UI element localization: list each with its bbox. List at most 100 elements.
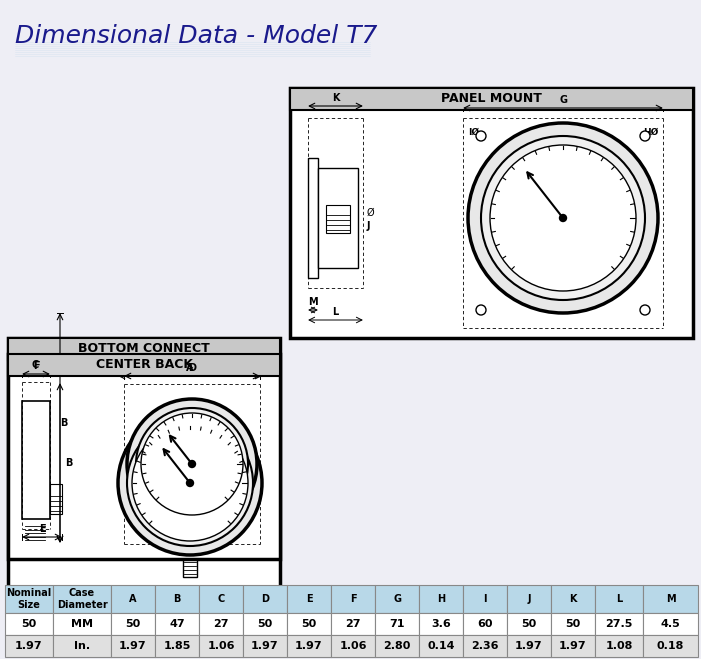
Text: D: D (261, 594, 269, 604)
Text: B: B (173, 594, 181, 604)
Text: I: I (483, 594, 486, 604)
Circle shape (481, 136, 645, 300)
Text: 50: 50 (257, 619, 273, 629)
Text: F: F (350, 594, 356, 604)
Bar (375, 585, 419, 613)
Text: In.: In. (74, 641, 90, 651)
Text: A: A (186, 363, 193, 373)
Circle shape (118, 411, 262, 555)
Text: E: E (306, 594, 313, 604)
Bar (419, 613, 463, 635)
Bar (287, 613, 331, 635)
Bar (5, 635, 53, 657)
Circle shape (127, 420, 253, 546)
Bar (20, 383, 50, 523)
Text: 27.5: 27.5 (605, 619, 633, 629)
Bar (331, 635, 375, 657)
Bar (111, 585, 155, 613)
Bar (551, 613, 595, 635)
Text: 1.85: 1.85 (163, 641, 191, 651)
Text: F: F (33, 361, 39, 371)
Bar (507, 585, 551, 613)
Bar (155, 613, 199, 635)
Bar (243, 635, 287, 657)
Bar (8, 354, 280, 559)
Bar (643, 635, 698, 657)
Bar (8, 338, 280, 588)
Circle shape (189, 461, 196, 467)
Bar (5, 585, 53, 613)
Bar (8, 338, 280, 360)
Text: G: G (393, 594, 401, 604)
Text: 1.97: 1.97 (559, 641, 587, 651)
Text: 71: 71 (389, 619, 404, 629)
Bar (53, 585, 111, 613)
Text: 47: 47 (169, 619, 185, 629)
Text: Nominal
Size: Nominal Size (6, 588, 52, 610)
Circle shape (468, 123, 658, 313)
Bar (595, 585, 643, 613)
Text: C: C (217, 594, 224, 604)
Text: J: J (527, 594, 531, 604)
Text: E: E (39, 524, 46, 534)
Text: M: M (666, 594, 675, 604)
Text: D: D (188, 363, 196, 373)
Text: 0.14: 0.14 (427, 641, 455, 651)
Bar (419, 585, 463, 613)
Text: A: A (129, 594, 137, 604)
Text: 1.97: 1.97 (251, 641, 279, 651)
Bar (463, 585, 507, 613)
Bar (5, 613, 53, 635)
Bar (53, 635, 111, 657)
Bar (199, 585, 243, 613)
Bar (199, 635, 243, 657)
Bar (595, 613, 643, 635)
Text: B: B (65, 458, 72, 468)
Text: 3.6: 3.6 (431, 619, 451, 629)
Bar (595, 635, 643, 657)
Text: 50: 50 (566, 619, 580, 629)
Bar (331, 585, 375, 613)
Text: 1.06: 1.06 (207, 641, 235, 651)
Bar (643, 613, 698, 635)
Bar (326, 205, 350, 233)
Text: K: K (569, 594, 577, 604)
Bar (50, 484, 62, 514)
Bar (308, 158, 318, 278)
Bar (199, 613, 243, 635)
Circle shape (476, 131, 486, 141)
Text: 50: 50 (522, 619, 537, 629)
Bar (290, 88, 693, 110)
Bar (419, 635, 463, 657)
Text: Ø: Ø (367, 208, 374, 218)
Bar (155, 635, 199, 657)
Text: 1.97: 1.97 (515, 641, 543, 651)
Text: 2.36: 2.36 (471, 641, 498, 651)
Bar (463, 613, 507, 635)
Circle shape (640, 131, 650, 141)
Bar (53, 613, 111, 635)
Bar (551, 585, 595, 613)
Text: 1.97: 1.97 (295, 641, 323, 651)
Text: 50: 50 (301, 619, 317, 629)
Bar (551, 635, 595, 657)
Text: 27: 27 (213, 619, 229, 629)
Text: 0.18: 0.18 (657, 641, 684, 651)
Bar (155, 585, 199, 613)
Bar (243, 613, 287, 635)
Text: 1.06: 1.06 (339, 641, 367, 651)
Bar (22, 401, 50, 519)
Bar (375, 613, 419, 635)
Bar (507, 613, 551, 635)
Bar (287, 635, 331, 657)
Text: H: H (437, 594, 445, 604)
Circle shape (186, 480, 193, 486)
Bar (243, 585, 287, 613)
Circle shape (127, 399, 257, 529)
Text: 1.08: 1.08 (605, 641, 633, 651)
Circle shape (132, 425, 248, 541)
Text: 60: 60 (477, 619, 493, 629)
Text: L: L (616, 594, 622, 604)
Circle shape (640, 305, 650, 315)
Text: 1.97: 1.97 (119, 641, 147, 651)
